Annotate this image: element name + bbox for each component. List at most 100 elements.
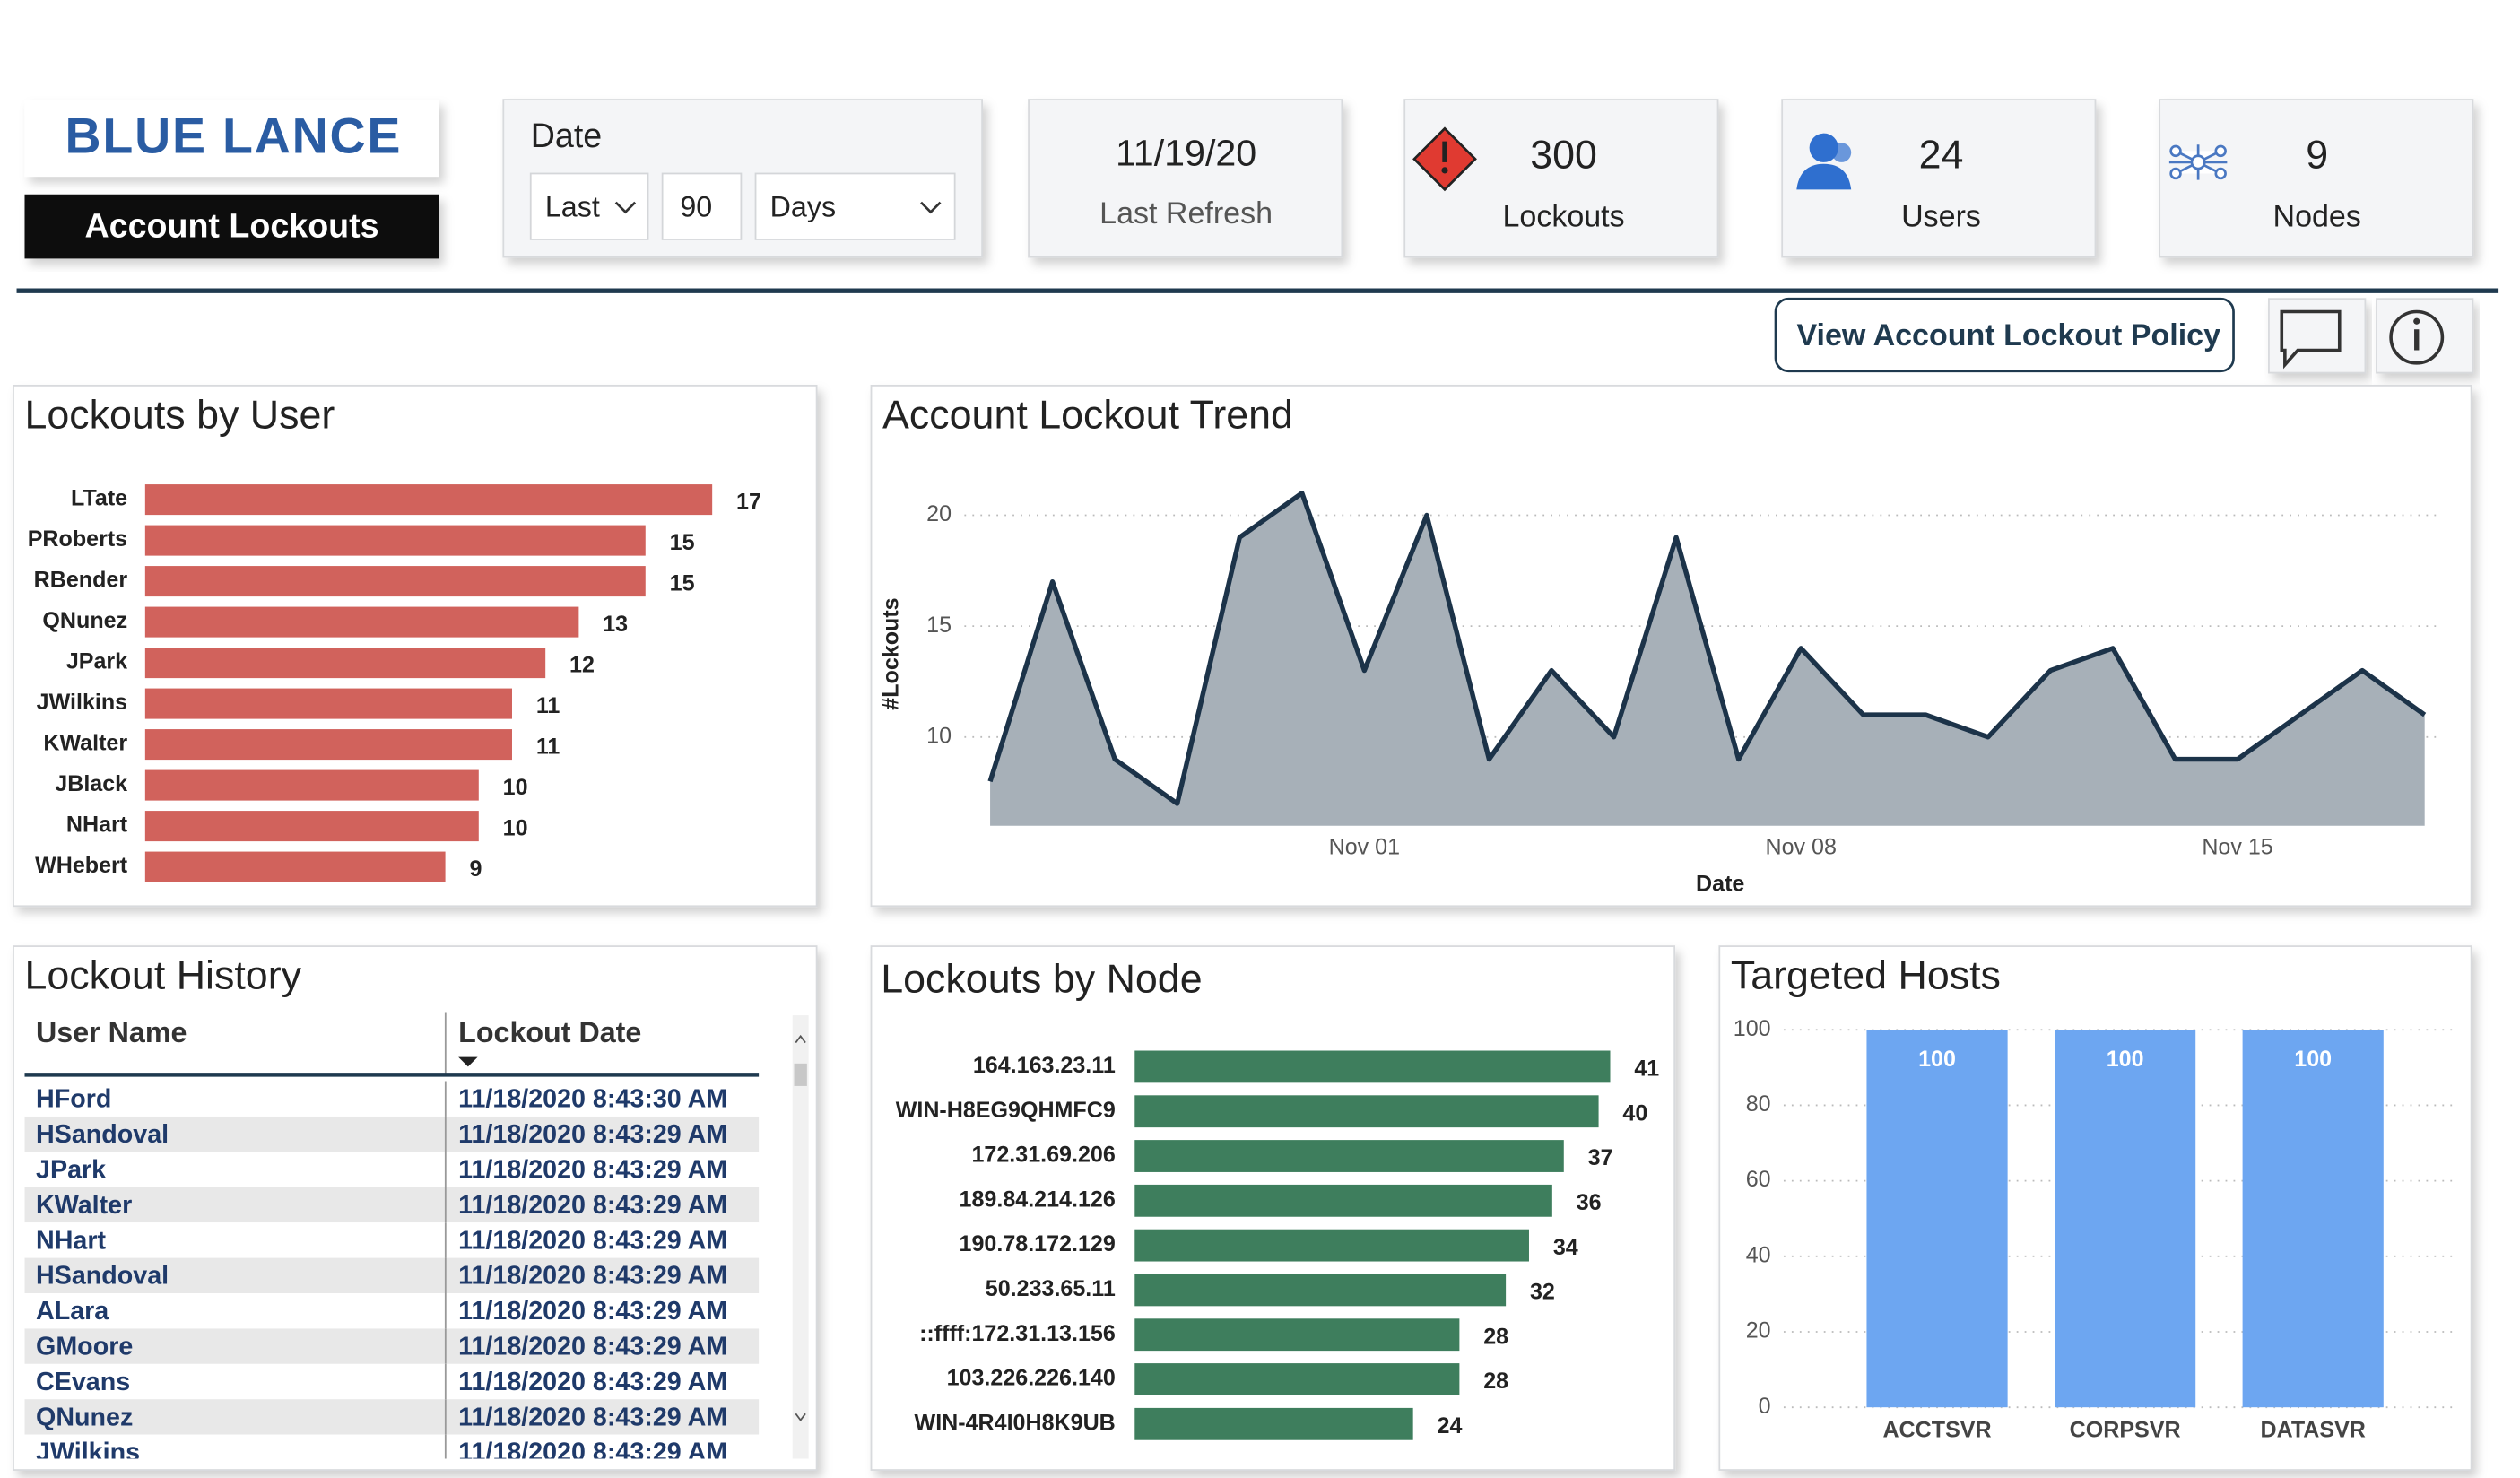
info-icon bbox=[2414, 329, 2420, 351]
bar bbox=[1134, 1318, 1460, 1352]
x-axis-label: Date bbox=[1696, 872, 1744, 897]
kpi-label: Users bbox=[1901, 200, 1981, 234]
table-row bbox=[24, 1116, 760, 1152]
value-label: 15 bbox=[670, 570, 695, 596]
value-label: 10 bbox=[503, 815, 528, 840]
table-row bbox=[24, 1257, 760, 1293]
logo: BLUE LANCE bbox=[65, 109, 403, 164]
date-cell: 11/18/2020 8:43:29 AM bbox=[458, 1297, 727, 1326]
value-label: 11 bbox=[536, 734, 560, 759]
bar bbox=[1134, 1274, 1507, 1307]
chart-title: Lockouts by Node bbox=[881, 956, 1202, 1001]
refresh-value: 11/19/20 bbox=[1116, 133, 1256, 174]
category-label: 189.84.214.126 bbox=[960, 1187, 1116, 1212]
unit-dropdown[interactable] bbox=[754, 172, 956, 240]
y-tick-label: 60 bbox=[1746, 1167, 1771, 1192]
value-label: 100 bbox=[2294, 1047, 2332, 1072]
x-tick-label: Nov 08 bbox=[1765, 834, 1836, 859]
bar bbox=[1866, 1030, 2008, 1408]
value-label: 15 bbox=[670, 530, 695, 555]
page-title: Account Lockouts bbox=[85, 206, 379, 244]
bar bbox=[144, 688, 512, 719]
kpi-label: Lockouts bbox=[1502, 200, 1624, 234]
table-row bbox=[24, 1293, 760, 1329]
user-cell: ALara bbox=[36, 1297, 109, 1326]
value-label: 17 bbox=[736, 489, 761, 514]
date-label: Date bbox=[531, 117, 602, 154]
x-tick-label: Nov 01 bbox=[1329, 834, 1400, 859]
table-row bbox=[24, 1434, 760, 1459]
amount-input[interactable] bbox=[661, 172, 743, 240]
category-label: JBlack bbox=[55, 771, 127, 796]
user-cell: KWalter bbox=[36, 1191, 132, 1220]
date-cell: 11/18/2020 8:43:29 AM bbox=[458, 1439, 727, 1467]
value-label: 32 bbox=[1530, 1280, 1555, 1305]
value-label: 34 bbox=[1553, 1235, 1578, 1260]
chart-title: Targeted Hosts bbox=[1731, 953, 2001, 998]
bar bbox=[1134, 1140, 1564, 1172]
policy-button[interactable] bbox=[1774, 297, 2235, 373]
bar bbox=[144, 484, 713, 516]
policy-button-label: View Account Lockout Policy bbox=[1796, 318, 2220, 352]
value-label: 13 bbox=[603, 612, 628, 637]
category-label: JPark bbox=[66, 649, 127, 674]
table-body: HFord 11/18/2020 8:43:30 AM HSandoval 11/18… bbox=[24, 1081, 760, 1467]
value-label: 9 bbox=[469, 856, 482, 882]
user-cell: NHart bbox=[36, 1226, 106, 1255]
y-tick-label: 20 bbox=[1746, 1318, 1771, 1343]
value-label: 12 bbox=[569, 652, 595, 677]
refresh-card bbox=[1028, 99, 1343, 258]
logo-panel bbox=[24, 100, 439, 178]
info-icon bbox=[2413, 317, 2420, 325]
category-label: RBender bbox=[34, 568, 128, 593]
kpi-card bbox=[2159, 99, 2474, 258]
table-row bbox=[24, 1222, 760, 1258]
date-cell: 11/18/2020 8:43:29 AM bbox=[458, 1226, 727, 1255]
comment-icon bbox=[2280, 309, 2342, 370]
category-label: 172.31.69.206 bbox=[972, 1143, 1116, 1168]
kpi-value: 9 bbox=[2306, 132, 2328, 177]
bar bbox=[144, 769, 479, 801]
bar bbox=[144, 566, 646, 597]
area-fill bbox=[990, 492, 2425, 826]
user-cell: JWilkins bbox=[36, 1439, 140, 1467]
bar bbox=[1134, 1229, 1529, 1262]
y-tick-label: 20 bbox=[926, 501, 952, 526]
date-cell: 11/18/2020 8:43:29 AM bbox=[458, 1120, 727, 1149]
value-label: 40 bbox=[1622, 1100, 1647, 1126]
date-cell: 11/18/2020 8:43:29 AM bbox=[458, 1368, 727, 1396]
user-cell: HFord bbox=[36, 1085, 111, 1114]
alert-icon bbox=[1441, 167, 1448, 174]
column-header: User Name bbox=[36, 1016, 187, 1048]
alert-icon bbox=[1442, 141, 1447, 162]
bar bbox=[1134, 1407, 1413, 1440]
scrollbar[interactable] bbox=[792, 1015, 809, 1459]
mode-dropdown[interactable] bbox=[529, 172, 649, 240]
chevron bbox=[920, 201, 942, 214]
x-tick-label: CORPSVR bbox=[2070, 1418, 2181, 1443]
table-row bbox=[24, 1363, 760, 1400]
value-label: 37 bbox=[1588, 1145, 1613, 1170]
user-cell: HSandoval bbox=[36, 1120, 169, 1149]
y-tick-label: 0 bbox=[1759, 1394, 1771, 1419]
table-row bbox=[24, 1187, 760, 1223]
bar bbox=[1134, 1184, 1552, 1217]
amount-value: 90 bbox=[680, 190, 712, 222]
date-cell: 11/18/2020 8:43:29 AM bbox=[458, 1403, 727, 1431]
scrollbar-thumb[interactable] bbox=[794, 1063, 807, 1086]
user-cell: JPark bbox=[36, 1155, 106, 1184]
value-label: 28 bbox=[1483, 1324, 1508, 1349]
y-tick-label: 80 bbox=[1746, 1091, 1771, 1117]
bar bbox=[1134, 1095, 1599, 1128]
title-panel bbox=[24, 194, 439, 259]
bar bbox=[1134, 1050, 1611, 1083]
value-label: 28 bbox=[1483, 1369, 1508, 1394]
value-label: 11 bbox=[536, 693, 560, 718]
value-label: 10 bbox=[503, 775, 528, 800]
user-cell: QNunez bbox=[36, 1403, 133, 1431]
y-tick-label: 10 bbox=[926, 723, 952, 748]
bar bbox=[144, 648, 546, 679]
category-label: PRoberts bbox=[28, 526, 127, 552]
category-label: 50.233.65.11 bbox=[986, 1276, 1116, 1301]
